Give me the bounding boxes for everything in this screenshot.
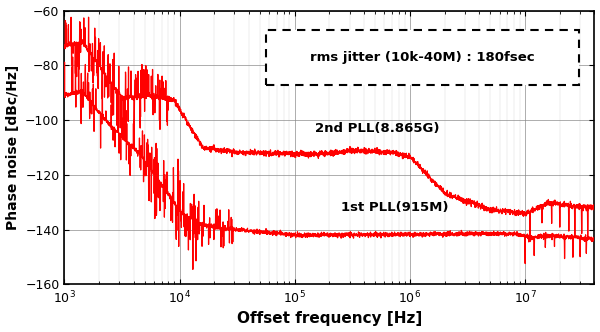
FancyBboxPatch shape	[266, 30, 578, 85]
Text: 1st PLL(915M): 1st PLL(915M)	[341, 201, 448, 214]
Text: rms jitter (10k-40M) : 180fsec: rms jitter (10k-40M) : 180fsec	[310, 50, 535, 64]
Y-axis label: Phase noise [dBc/Hz]: Phase noise [dBc/Hz]	[5, 65, 20, 230]
X-axis label: Offset frequency [Hz]: Offset frequency [Hz]	[237, 311, 422, 326]
Text: 2nd PLL(8.865G): 2nd PLL(8.865G)	[315, 122, 440, 135]
